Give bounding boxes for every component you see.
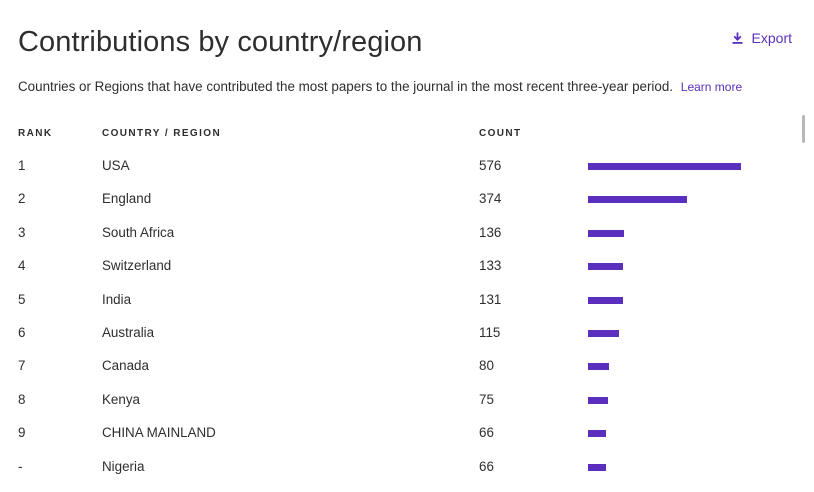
country-cell: England bbox=[102, 191, 152, 207]
scrollbar[interactable] bbox=[802, 115, 805, 143]
table-row: 3 South Africa 136 bbox=[0, 225, 800, 258]
rank-cell: 9 bbox=[18, 425, 26, 441]
country-column-header: COUNTRY / REGION bbox=[102, 128, 222, 139]
count-bar bbox=[588, 196, 688, 204]
description: Countries or Regions that have contribut… bbox=[18, 79, 742, 94]
count-cell: 80 bbox=[479, 358, 494, 374]
country-cell: India bbox=[102, 291, 132, 307]
country-cell: CHINA MAINLAND bbox=[102, 425, 216, 441]
count-cell: 136 bbox=[479, 224, 502, 240]
rank-cell: 4 bbox=[18, 258, 26, 274]
country-cell: Canada bbox=[102, 358, 149, 374]
table-row: 6 Australia 115 bbox=[0, 325, 800, 358]
count-cell: 66 bbox=[479, 458, 494, 474]
rank-cell: - bbox=[18, 458, 23, 474]
count-cell: 133 bbox=[479, 258, 502, 274]
rank-cell: 1 bbox=[18, 158, 26, 173]
rank-cell: 5 bbox=[18, 291, 26, 307]
count-bar bbox=[588, 430, 606, 438]
export-button[interactable]: Export bbox=[732, 30, 792, 46]
rank-cell: 7 bbox=[18, 358, 26, 374]
rank-cell: 8 bbox=[18, 391, 26, 407]
rank-column-header: RANK bbox=[18, 128, 53, 139]
table-row: 9 CHINA MAINLAND 66 bbox=[0, 425, 800, 458]
table-row: 5 India 131 bbox=[0, 292, 800, 325]
count-cell: 576 bbox=[479, 158, 502, 173]
count-bar bbox=[588, 463, 606, 471]
count-bar bbox=[588, 296, 623, 304]
count-bar bbox=[588, 263, 624, 271]
count-column-header: COUNT bbox=[479, 128, 522, 139]
rank-cell: 2 bbox=[18, 191, 26, 207]
count-cell: 75 bbox=[479, 391, 494, 407]
table-row: 1 USA 576 bbox=[0, 158, 800, 191]
page-title: Contributions by country/region bbox=[18, 26, 423, 58]
table-row: 7 Canada 80 bbox=[0, 358, 800, 391]
country-cell: South Africa bbox=[102, 224, 175, 240]
count-bar bbox=[588, 229, 625, 237]
count-bar bbox=[588, 363, 610, 371]
learn-more-link[interactable]: Learn more bbox=[680, 80, 743, 94]
rank-cell: 6 bbox=[18, 325, 26, 340]
count-cell: 131 bbox=[479, 291, 502, 307]
country-cell: USA bbox=[102, 158, 130, 173]
table-row: 4 Switzerland 133 bbox=[0, 258, 800, 291]
count-bar bbox=[588, 330, 619, 337]
country-cell: Switzerland bbox=[102, 258, 172, 274]
count-bar bbox=[588, 163, 741, 170]
country-cell: Australia bbox=[102, 325, 155, 340]
export-label: Export bbox=[751, 30, 792, 46]
country-cell: Nigeria bbox=[102, 458, 145, 474]
table-row: 8 Kenya 75 bbox=[0, 392, 800, 425]
description-text: Countries or Regions that have contribut… bbox=[18, 79, 674, 94]
table-row: - Nigeria 66 bbox=[0, 459, 800, 492]
count-bar bbox=[588, 396, 608, 404]
table-row: 2 England 374 bbox=[0, 191, 800, 224]
country-cell: Kenya bbox=[102, 391, 140, 407]
rank-cell: 3 bbox=[18, 224, 26, 240]
count-cell: 115 bbox=[479, 325, 501, 340]
count-cell: 66 bbox=[479, 425, 494, 441]
download-icon bbox=[732, 32, 743, 44]
count-cell: 374 bbox=[479, 191, 502, 207]
